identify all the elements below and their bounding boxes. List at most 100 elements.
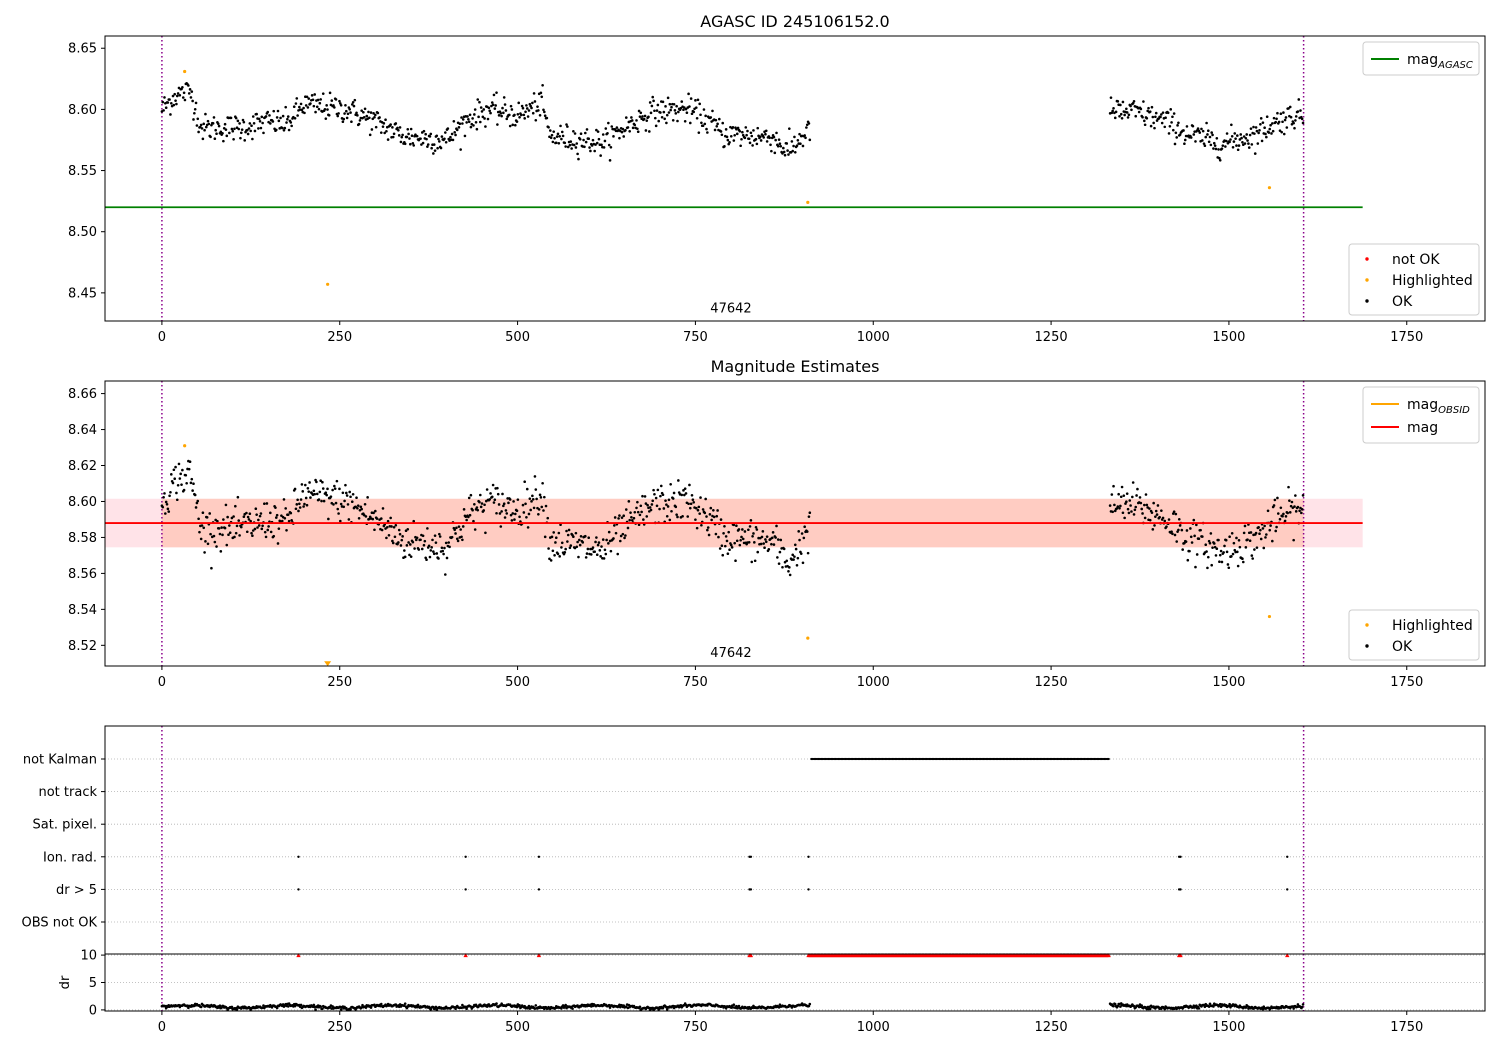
y-tick-label: 8.45: [68, 286, 97, 301]
ok-point: [699, 113, 702, 117]
ok-point: [684, 492, 688, 495]
ok-point: [426, 145, 429, 148]
ok-point: [650, 503, 654, 506]
ok-point: [255, 513, 258, 516]
ok-point: [1112, 107, 1115, 110]
ok-point: [1123, 113, 1126, 117]
ok-point: [1236, 134, 1239, 137]
ok-point: [680, 100, 684, 103]
ok-point: [707, 533, 711, 537]
ok-point: [333, 487, 337, 490]
ok-point: [607, 143, 611, 147]
ok-point: [1212, 141, 1216, 145]
dr-point: [808, 1002, 812, 1006]
ok-point: [325, 104, 328, 107]
ok-point: [1122, 494, 1126, 497]
ok-point: [541, 481, 544, 485]
dr-point: [1244, 1006, 1248, 1009]
ok-point: [1263, 524, 1266, 528]
ok-point: [1227, 566, 1231, 570]
ok-point: [674, 112, 678, 115]
dr-capped-marker: [296, 953, 301, 958]
x-tick-label: 750: [683, 675, 708, 690]
ok-point: [1287, 485, 1290, 489]
ok-point: [412, 144, 416, 147]
ok-point: [760, 535, 764, 539]
ok-point: [799, 142, 802, 146]
ok-point: [261, 524, 264, 528]
ok-point: [1261, 121, 1265, 124]
ok-point: [391, 541, 395, 545]
ok-point: [406, 527, 410, 531]
ok-point: [1163, 125, 1167, 129]
ok-point: [1129, 504, 1132, 507]
ok-point: [249, 129, 252, 133]
ok-point: [443, 546, 446, 550]
ok-point: [1217, 538, 1220, 542]
ok-point: [585, 552, 589, 555]
ok-point: [324, 491, 328, 495]
ok-point: [1197, 537, 1201, 540]
ok-point: [461, 118, 465, 121]
ok-point: [420, 547, 424, 551]
ok-point: [557, 141, 561, 145]
ok-point: [748, 141, 752, 145]
ok-point: [701, 508, 705, 511]
ok-point: [1236, 148, 1240, 152]
dr-point: [732, 1003, 736, 1007]
ok-point: [635, 119, 638, 122]
ok-point: [515, 120, 519, 123]
ok-point: [715, 124, 719, 128]
ok-point: [1160, 121, 1164, 125]
ok-point: [1231, 146, 1235, 149]
ok-point: [532, 92, 536, 95]
ok-point: [510, 519, 514, 522]
flag-point: [1286, 888, 1289, 891]
ok-point: [303, 111, 306, 115]
ok-point: [697, 131, 701, 134]
ok-point: [798, 538, 801, 542]
ok-point: [458, 122, 462, 126]
ok-point: [597, 137, 601, 141]
ok-point: [222, 518, 225, 521]
ok-point: [1301, 121, 1305, 125]
ok-point: [750, 560, 754, 564]
ok-point: [1178, 133, 1182, 136]
ok-point: [531, 101, 534, 105]
ok-point: [444, 541, 448, 545]
ok-point: [656, 103, 660, 107]
ok-point: [216, 122, 220, 126]
ok-point: [345, 494, 349, 497]
ok-point: [409, 142, 412, 146]
ok-point: [541, 83, 544, 87]
ok-point: [671, 118, 675, 122]
dr-capped-marker: [1285, 953, 1290, 958]
ok-point: [739, 538, 742, 542]
ok-point: [257, 524, 261, 527]
ok-point: [1213, 144, 1217, 147]
ok-point: [559, 124, 562, 128]
ok-point: [1165, 525, 1168, 528]
ok-point: [313, 93, 317, 96]
ok-point: [1241, 140, 1244, 144]
ok-point: [700, 121, 703, 125]
ok-point: [502, 502, 506, 506]
ok-point: [727, 530, 730, 534]
ok-point: [300, 483, 304, 486]
ok-point: [1212, 542, 1216, 545]
ok-point: [342, 117, 346, 121]
ok-point: [1164, 116, 1167, 119]
ok-point: [600, 545, 603, 548]
ok-point: [569, 140, 573, 143]
flag-row-label: dr > 5: [56, 883, 97, 898]
ok-point: [595, 553, 599, 557]
ok-point: [715, 514, 719, 518]
ok-point: [787, 153, 790, 156]
ok-point: [1255, 546, 1259, 549]
ok-point: [391, 126, 394, 129]
ok-point: [379, 517, 383, 520]
ok-point: [1264, 536, 1267, 539]
ok-point: [636, 130, 640, 133]
x-tick-label: 1500: [1212, 1020, 1245, 1035]
ok-point: [236, 119, 240, 123]
